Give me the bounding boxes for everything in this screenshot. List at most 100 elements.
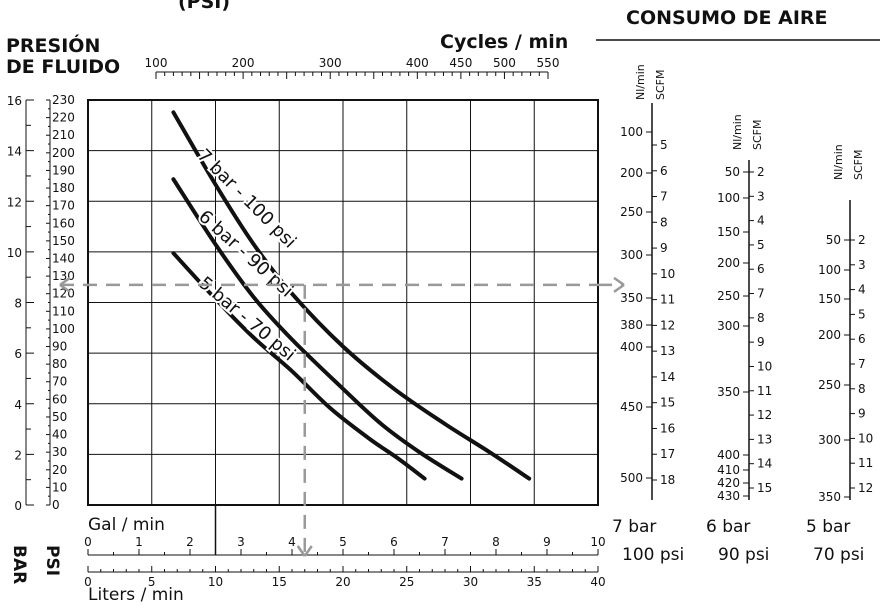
psi-tick-label: 150 bbox=[52, 234, 75, 248]
liters-tick-label: 30 bbox=[463, 575, 478, 589]
nl-tick-label: 400 bbox=[717, 448, 740, 462]
psi-tick-label: 10 bbox=[52, 480, 67, 494]
scfm-tick-label: 7 bbox=[757, 287, 765, 301]
scfm-tick-label: 18 bbox=[660, 473, 675, 487]
scfm-header: SCFM bbox=[654, 70, 667, 100]
nl-tick-label: 50 bbox=[826, 233, 841, 247]
nl-tick-label: 450 bbox=[620, 400, 643, 414]
nl-min-header: Nl/min bbox=[832, 144, 845, 180]
bar-tick-label: 16 bbox=[7, 94, 22, 108]
scfm-tick-label: 2 bbox=[858, 233, 866, 247]
nl-tick-label: 50 bbox=[725, 165, 740, 179]
psi-tick-label: 140 bbox=[52, 251, 75, 265]
nl-tick-label: 100 bbox=[620, 125, 643, 139]
nl-tick-label: 500 bbox=[620, 471, 643, 485]
psi-tick-label: 230 bbox=[52, 93, 75, 107]
liters-tick-label: 35 bbox=[527, 575, 542, 589]
nl-min-header: Nl/min bbox=[634, 64, 647, 100]
scfm-tick-label: 13 bbox=[757, 432, 772, 446]
nl-tick-label: 250 bbox=[717, 289, 740, 303]
gal-tick-label: 4 bbox=[288, 535, 296, 549]
gal-tick-label: 3 bbox=[237, 535, 245, 549]
gal-tick-label: 8 bbox=[492, 535, 500, 549]
nl-tick-label: 300 bbox=[717, 319, 740, 333]
air-scale-psi-label: 100 psi bbox=[622, 545, 684, 565]
nl-tick-label: 350 bbox=[717, 385, 740, 399]
nl-tick-label: 250 bbox=[620, 205, 643, 219]
gal-tick-label: 10 bbox=[590, 535, 605, 549]
scfm-tick-label: 15 bbox=[660, 396, 675, 410]
air-scale-bar-label: 5 bar bbox=[806, 517, 850, 537]
nl-tick-label: 100 bbox=[717, 191, 740, 205]
psi-tick-label: 190 bbox=[52, 163, 75, 177]
psi-tick-label: 40 bbox=[52, 428, 67, 442]
gal-tick-label: 1 bbox=[135, 535, 143, 549]
scfm-tick-label: 7 bbox=[858, 357, 866, 371]
psi-tick-label: 30 bbox=[52, 445, 67, 459]
psi-tick-label: 160 bbox=[52, 216, 75, 230]
pressure-title-line2: DE FLUIDO bbox=[6, 56, 120, 78]
scfm-tick-label: 3 bbox=[858, 258, 866, 272]
bar-tick-label: 10 bbox=[7, 246, 22, 260]
scfm-tick-label: 14 bbox=[757, 457, 772, 471]
pressure-title-line1: PRESIÓN bbox=[6, 33, 100, 57]
scfm-tick-label: 5 bbox=[660, 138, 668, 152]
nl-tick-label: 430 bbox=[717, 489, 740, 503]
psi-tick-label: 20 bbox=[52, 463, 67, 477]
bar-tick-label: 12 bbox=[7, 195, 22, 209]
gal-axis-title: Gal / min bbox=[88, 515, 165, 535]
scfm-tick-label: 17 bbox=[660, 447, 675, 461]
scfm-tick-label: 9 bbox=[757, 335, 765, 349]
bar-tick-label: 6 bbox=[14, 347, 22, 361]
liters-tick-label: 15 bbox=[272, 575, 287, 589]
scfm-tick-label: 4 bbox=[757, 214, 765, 228]
psi-tick-label: 170 bbox=[52, 199, 75, 213]
liters-tick-label: 0 bbox=[84, 575, 92, 589]
scfm-tick-label: 5 bbox=[757, 238, 765, 252]
nl-tick-label: 400 bbox=[620, 340, 643, 354]
cycles-tick-label: 500 bbox=[493, 56, 516, 70]
scfm-tick-label: 11 bbox=[660, 293, 675, 307]
scfm-tick-label: 15 bbox=[757, 481, 772, 495]
cut-top-label: (PSI) bbox=[178, 0, 230, 13]
gal-tick-label: 2 bbox=[186, 535, 194, 549]
scfm-tick-label: 12 bbox=[660, 318, 675, 332]
scfm-tick-label: 3 bbox=[757, 189, 765, 203]
liters-tick-label: 10 bbox=[208, 575, 223, 589]
cycles-tick-label: 450 bbox=[449, 56, 472, 70]
psi-tick-label: 70 bbox=[52, 375, 67, 389]
gal-tick-label: 5 bbox=[339, 535, 347, 549]
example-left-arrow bbox=[59, 276, 71, 293]
nl-tick-label: 380 bbox=[620, 318, 643, 332]
scfm-tick-label: 8 bbox=[858, 382, 866, 396]
psi-tick-label: 180 bbox=[52, 181, 75, 195]
gal-tick-label: 0 bbox=[84, 535, 92, 549]
scfm-tick-label: 10 bbox=[858, 431, 873, 445]
scfm-tick-label: 9 bbox=[660, 241, 668, 255]
psi-tick-label: 100 bbox=[52, 322, 75, 336]
psi-tick-label: 210 bbox=[52, 128, 75, 142]
scfm-tick-label: 12 bbox=[858, 481, 873, 495]
scfm-tick-label: 16 bbox=[660, 421, 675, 435]
scfm-tick-label: 6 bbox=[858, 332, 866, 346]
bar-tick-label: 4 bbox=[14, 398, 22, 412]
nl-tick-label: 250 bbox=[818, 378, 841, 392]
psi-tick-label: 90 bbox=[52, 340, 67, 354]
nl-tick-label: 420 bbox=[717, 476, 740, 490]
psi-tick-label: 0 bbox=[52, 498, 60, 512]
scfm-tick-label: 11 bbox=[858, 456, 873, 470]
series-curve bbox=[171, 177, 464, 481]
gal-tick-label: 7 bbox=[441, 535, 449, 549]
cycles-tick-label: 400 bbox=[406, 56, 429, 70]
nl-tick-label: 300 bbox=[818, 433, 841, 447]
cycles-tick-label: 200 bbox=[232, 56, 255, 70]
nl-tick-label: 100 bbox=[818, 263, 841, 277]
scfm-header: SCFM bbox=[852, 150, 865, 180]
nl-tick-label: 410 bbox=[717, 463, 740, 477]
cycles-tick-label: 100 bbox=[145, 56, 168, 70]
scfm-tick-label: 10 bbox=[660, 267, 675, 281]
cycles-title: Cycles / min bbox=[440, 31, 568, 53]
air-scale-bar-label: 7 bar bbox=[612, 517, 656, 537]
nl-tick-label: 200 bbox=[717, 256, 740, 270]
scfm-tick-label: 6 bbox=[757, 262, 765, 276]
